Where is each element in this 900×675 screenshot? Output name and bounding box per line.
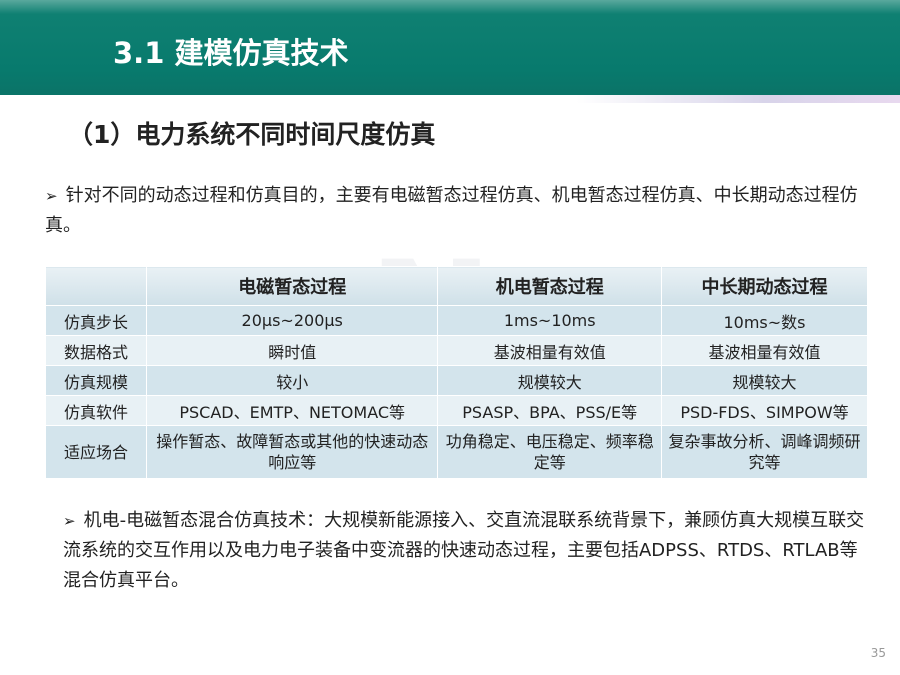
column-header: 中长期动态过程 bbox=[660, 266, 869, 306]
row-header: 仿真规模 bbox=[45, 365, 147, 396]
bullet-paragraph-2: ➢ 机电-电磁暂态混合仿真技术：大规模新能源接入、交直流混联系统背景下，兼顾仿真大… bbox=[63, 506, 873, 596]
row-header: 仿真步长 bbox=[45, 305, 147, 336]
slide-title: 3.1 建模仿真技术 bbox=[113, 36, 349, 70]
table-cell: 操作暂态、故障暂态或其他的快速动态响应等 bbox=[145, 425, 439, 479]
table-row: 仿真软件 PSCAD、EMTP、NETOMAC等 PSASP、BPA、PSS/E… bbox=[45, 395, 869, 426]
row-header: 仿真软件 bbox=[45, 395, 147, 426]
table-cell: 基波相量有效值 bbox=[660, 335, 869, 366]
table-row: 仿真规模 较小 规模较大 规模较大 bbox=[45, 365, 869, 396]
table-row: 数据格式 瞬时值 基波相量有效值 基波相量有效值 bbox=[45, 335, 869, 366]
table-cell: 功角稳定、电压稳定、频率稳定等 bbox=[437, 425, 662, 479]
table-cell: 瞬时值 bbox=[145, 335, 439, 366]
table-header-row: 电磁暂态过程 机电暂态过程 中长期动态过程 bbox=[45, 266, 869, 306]
table-cell: 10ms~数s bbox=[660, 305, 869, 336]
slide-header bbox=[0, 0, 900, 95]
column-header: 机电暂态过程 bbox=[437, 266, 662, 306]
page-number: 35 bbox=[870, 646, 886, 660]
table-row: 适应场合 操作暂态、故障暂态或其他的快速动态响应等 功角稳定、电压稳定、频率稳定… bbox=[45, 425, 869, 479]
table-cell: PSASP、BPA、PSS/E等 bbox=[437, 395, 662, 426]
column-header bbox=[45, 266, 147, 306]
table-cell: 1ms~10ms bbox=[437, 305, 662, 336]
table-cell: PSD-FDS、SIMPOW等 bbox=[660, 395, 869, 426]
table-cell: 复杂事故分析、调峰调频研究等 bbox=[660, 425, 869, 479]
bullet-paragraph-1: ➢ 针对不同的动态过程和仿真目的，主要有电磁暂态过程仿真、机电暂态过程仿真、中长期… bbox=[45, 181, 885, 241]
column-header: 电磁暂态过程 bbox=[145, 266, 439, 306]
section-subtitle: （1）电力系统不同时间尺度仿真 bbox=[68, 120, 436, 149]
table-cell: 较小 bbox=[145, 365, 439, 396]
paragraph-text: 机电-电磁暂态混合仿真技术：大规模新能源接入、交直流混联系统背景下，兼顾仿真大规… bbox=[63, 510, 865, 591]
table-row: 仿真步长 20μs~200μs 1ms~10ms 10ms~数s bbox=[45, 305, 869, 336]
table-cell: 规模较大 bbox=[660, 365, 869, 396]
table-cell: 规模较大 bbox=[437, 365, 662, 396]
simulation-comparison-table: 电磁暂态过程 机电暂态过程 中长期动态过程 仿真步长 20μs~200μs 1m… bbox=[45, 266, 869, 479]
table-cell: 20μs~200μs bbox=[145, 305, 439, 336]
arrow-bullet-icon: ➢ bbox=[63, 512, 76, 530]
table-cell: 基波相量有效值 bbox=[437, 335, 662, 366]
header-divider bbox=[0, 95, 900, 103]
table-cell: PSCAD、EMTP、NETOMAC等 bbox=[145, 395, 439, 426]
arrow-bullet-icon: ➢ bbox=[45, 187, 58, 205]
row-header: 适应场合 bbox=[45, 425, 147, 479]
row-header: 数据格式 bbox=[45, 335, 147, 366]
paragraph-text: 针对不同的动态过程和仿真目的，主要有电磁暂态过程仿真、机电暂态过程仿真、中长期动… bbox=[45, 185, 858, 236]
